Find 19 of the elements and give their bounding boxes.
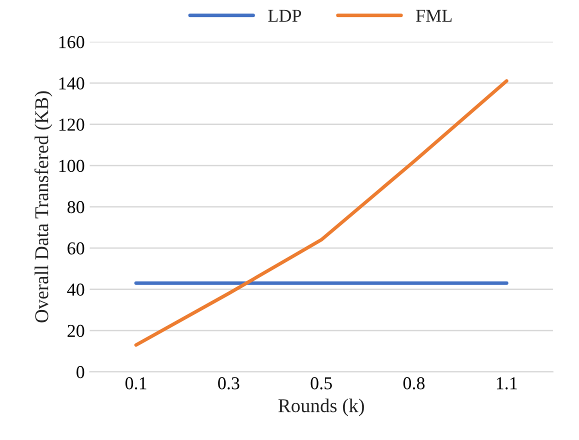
y-axis-title: Overall Data Transfered (KB)	[34, 91, 52, 322]
y-tick-label: 140	[59, 77, 84, 90]
line-series	[134, 79, 508, 347]
y-tick-label: 80	[68, 201, 84, 214]
legend-label: LDP	[268, 10, 302, 22]
y-tick-label: 160	[59, 36, 84, 48]
y-tick-label: 40	[67, 284, 84, 296]
x-axis-title: Rounds (k)	[278, 398, 364, 416]
y-tick-label: 60	[68, 242, 84, 254]
x-tick-label: 0.3	[218, 377, 240, 390]
y-tick-label: 20	[68, 324, 84, 337]
x-tick-label: 0.8	[403, 377, 425, 390]
y-tick-label: 100	[59, 160, 84, 172]
x-tick-label: 0.1	[125, 377, 146, 390]
legend-label: FML	[416, 10, 452, 22]
x-tick-label: 0.5	[310, 377, 332, 390]
y-tick-label: 120	[59, 118, 84, 131]
x-tick-label: 1.1	[496, 377, 517, 390]
y-tick-label: 0	[76, 366, 84, 378]
